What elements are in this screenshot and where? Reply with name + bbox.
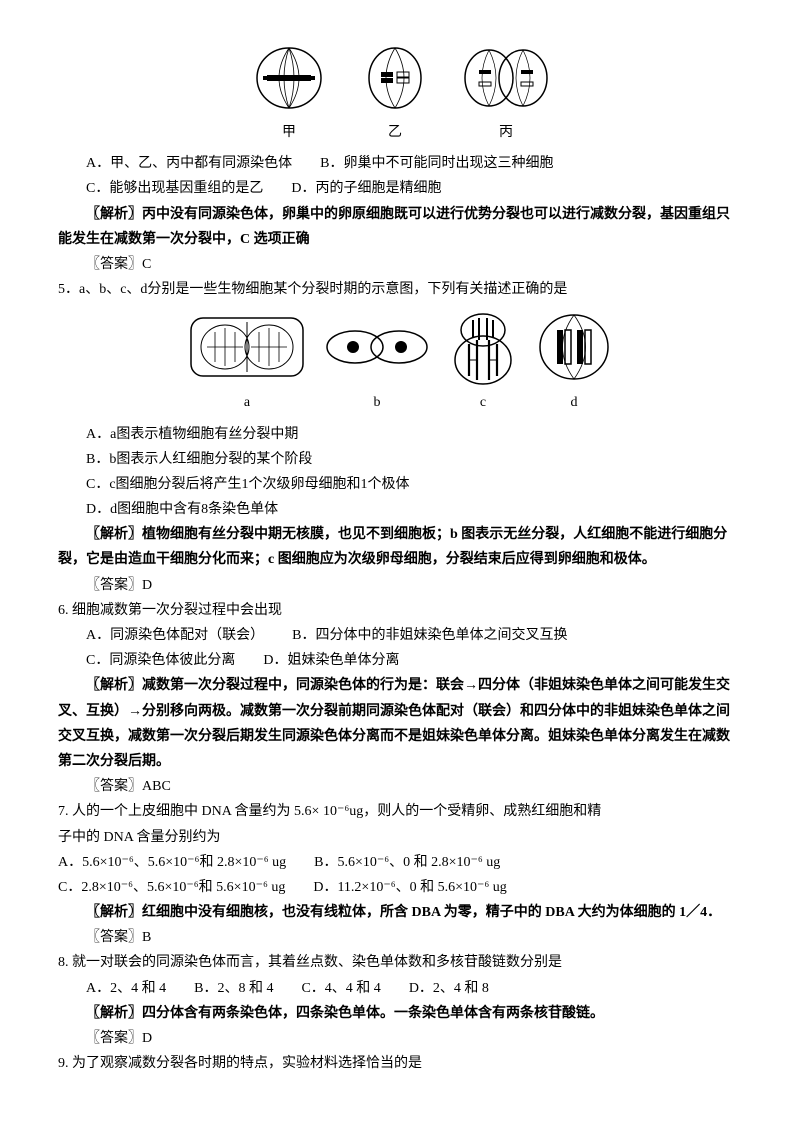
q5-answer: 〖答案〗D	[58, 573, 742, 598]
q7-analysis: 〖解析〗红细胞中没有细胞核，也没有线粒体，所含 DBA 为零，精子中的 DBA …	[58, 900, 742, 925]
q4-answer: 〖答案〗C	[58, 252, 742, 277]
q4-opt-a: A．甲、乙、丙中都有同源染色体	[86, 151, 292, 176]
q5-stem: 5．a、b、c、d分别是一些生物细胞某个分裂时期的示意图，下列有关描述正确的是	[58, 277, 742, 302]
q8-analysis: 〖解析〗四分体含有两条染色体，四条染色单体。一条染色单体含有两条核苷酸链。	[58, 1001, 742, 1026]
q4-options: A．甲、乙、丙中都有同源染色体 B．卵巢中不可能同时出现这三种细胞	[58, 151, 742, 176]
q8-answer: 〖答案〗D	[58, 1026, 742, 1051]
q6-options: A．同源染色体配对（联会） B．四分体中的非姐妹染色单体之间交叉互换	[58, 623, 742, 648]
q5-opt-c: C．c图细胞分裂后将产生1个次级卵母细胞和1个极体	[58, 472, 742, 497]
cell-c: c	[447, 310, 519, 415]
q4-opt-d: D．丙的子细胞是精细胞	[291, 176, 441, 201]
q8-opt-d: D．2、4 和 8	[409, 976, 489, 1001]
q8-opt-c: C．4、4 和 4	[301, 976, 380, 1001]
cell-yi: 乙	[359, 42, 431, 145]
q7-opt-a: A．5.6×10⁻⁶、5.6×10⁻⁶和 2.8×10⁻⁶ ug	[58, 850, 286, 875]
q6-opt-a: A．同源染色体配对（联会）	[86, 623, 264, 648]
figure-q4: 甲 乙 丙	[58, 42, 742, 145]
q7-options: A．5.6×10⁻⁶、5.6×10⁻⁶和 2.8×10⁻⁶ ug B．5.6×1…	[58, 850, 742, 875]
cell-label: d	[535, 390, 613, 415]
q6-opt-d: D．姐妹染色单体分离	[263, 648, 399, 673]
q6-answer: 〖答案〗ABC	[58, 774, 742, 799]
cell-bing: 丙	[461, 42, 551, 145]
cell-d: d	[535, 310, 613, 415]
cell-label: b	[323, 390, 431, 415]
q7-stem1: 7. 人的一个上皮细胞中 DNA 含量约为 5.6× 10⁻⁶ug，则人的一个受…	[58, 799, 742, 824]
q7-opt-d: D．11.2×10⁻⁶、0 和 5.6×10⁻⁶ ug	[313, 875, 506, 900]
q5-opt-b: B．b图表示人红细胞分裂的某个阶段	[58, 447, 742, 472]
q7-options-2: C．2.8×10⁻⁶、5.6×10⁻⁶和 5.6×10⁻⁶ ug D．11.2×…	[58, 875, 742, 900]
q5-opt-a: A．a图表示植物细胞有丝分裂中期	[58, 422, 742, 447]
q7-opt-b: B．5.6×10⁻⁶、0 和 2.8×10⁻⁶ ug	[314, 850, 500, 875]
q4-options-2: C．能够出现基因重组的是乙 D．丙的子细胞是精细胞	[58, 176, 742, 201]
cell-jia: 甲	[249, 42, 329, 145]
cell-label: 甲	[249, 120, 329, 145]
q4-opt-c: C．能够出现基因重组的是乙	[86, 176, 263, 201]
q9-stem: 9. 为了观察减数分裂各时期的特点，实验材料选择恰当的是	[58, 1051, 742, 1076]
q8-stem: 8. 就一对联会的同源染色体而言，其着丝点数、染色单体数和多核苷酸链数分别是	[58, 950, 742, 975]
q5-opt-d: D．d图细胞中含有8条染色单体	[58, 497, 742, 522]
figure-q5: a b c d	[58, 310, 742, 415]
q7-answer: 〖答案〗B	[58, 925, 742, 950]
cell-label: c	[447, 390, 519, 415]
q4-analysis: 〖解析〗丙中没有同源染色体，卵巢中的卵原细胞既可以进行优势分裂也可以进行减数分裂…	[58, 202, 742, 252]
q8-options: A．2、4 和 4 B．2、8 和 4 C．4、4 和 4 D．2、4 和 8	[58, 976, 742, 1001]
q6-stem: 6. 细胞减数第一次分裂过程中会出现	[58, 598, 742, 623]
q5-analysis: 〖解析〗植物细胞有丝分裂中期无核膜，也见不到细胞板；b 图表示无丝分裂，人红细胞…	[58, 522, 742, 572]
q6-options-2: C．同源染色体彼此分离 D．姐妹染色单体分离	[58, 648, 742, 673]
q4-opt-b: B．卵巢中不可能同时出现这三种细胞	[320, 151, 553, 176]
q8-opt-b: B．2、8 和 4	[194, 976, 273, 1001]
q7-opt-c: C．2.8×10⁻⁶、5.6×10⁻⁶和 5.6×10⁻⁶ ug	[58, 875, 285, 900]
q6-opt-b: B．四分体中的非姐妹染色单体之间交叉互换	[292, 623, 567, 648]
cell-label: 丙	[461, 120, 551, 145]
q6-analysis: 〖解析〗减数第一次分裂过程中，同源染色体的行为是：联会→四分体（非姐妹染色单体之…	[58, 673, 742, 774]
q6-opt-c: C．同源染色体彼此分离	[86, 648, 235, 673]
cell-b: b	[323, 310, 431, 415]
q7-stem2: 子中的 DNA 含量分别约为	[58, 825, 742, 850]
cell-label: 乙	[359, 120, 431, 145]
cell-a: a	[187, 310, 307, 415]
q8-opt-a: A．2、4 和 4	[86, 976, 166, 1001]
cell-label: a	[187, 390, 307, 415]
